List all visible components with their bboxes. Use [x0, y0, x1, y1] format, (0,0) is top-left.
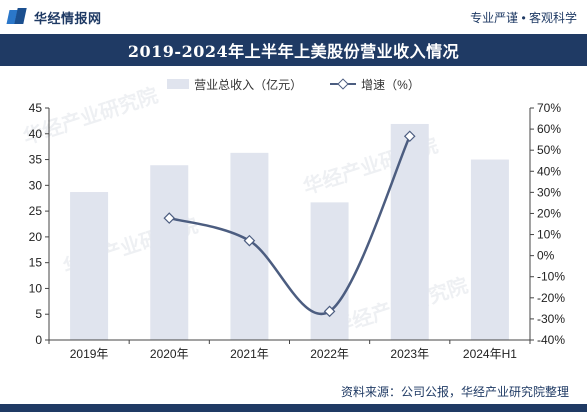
legend-bar-swatch: [167, 79, 190, 89]
brand-logo-icon: [6, 8, 28, 26]
y-right-tick-label: -30%: [537, 312, 565, 326]
y-right-tick-label: -20%: [537, 291, 565, 305]
y-left-tick-label: 5: [35, 307, 42, 321]
legend-item-growth: 增速（%）: [330, 76, 420, 93]
chart-title: 2019-2024年上半年上美股份营业收入情况: [127, 42, 460, 61]
y-left-tick-label: 20: [29, 230, 43, 244]
footer-rule: [0, 404, 587, 412]
y-right-tick-label: -40%: [537, 333, 565, 347]
x-tick-label: 2023年: [390, 347, 429, 361]
growth-point: [403, 130, 416, 143]
y-right-tick-label: 30%: [537, 185, 561, 199]
y-right-tick-label: 70%: [537, 101, 561, 115]
y-right-tick-label: -10%: [537, 270, 565, 284]
growth-point: [243, 234, 256, 247]
source-note: 资料来源：公司公报，华经产业研究院整理: [340, 385, 569, 399]
y-left-tick-label: 25: [29, 204, 43, 218]
y-right-tick-label: 60%: [537, 122, 561, 136]
y-left-tick-label: 40: [29, 127, 43, 141]
bar: [150, 165, 189, 340]
y-left-tick-label: 10: [29, 281, 43, 295]
y-right-tick-label: 20%: [537, 206, 561, 220]
combo-chart: 0 5 10 15 20 25 30 35 40 45 -40% -30% -20% -10% 0% 10% 2…: [29, 101, 566, 361]
x-tick-label: 2021年: [230, 347, 269, 361]
y-left-tick-label: 30: [29, 178, 43, 192]
growth-point: [163, 212, 176, 224]
bar: [310, 202, 349, 340]
y-left-tick-label: 15: [29, 256, 43, 270]
y-right-tick-label: 40%: [537, 164, 561, 178]
y-left-tick-label: 45: [29, 101, 43, 115]
legend-label-revenue: 营业总收入（亿元）: [194, 77, 303, 92]
legend: 营业总收入（亿元） 增速（%）: [0, 76, 587, 92]
y-right-tick-label: 10%: [537, 228, 561, 242]
bar: [390, 123, 429, 340]
x-tick-label: 2024年H1: [463, 347, 517, 361]
growth-point: [323, 305, 336, 318]
bar: [70, 192, 109, 340]
y-right-tick-label: 50%: [537, 143, 561, 157]
x-tick-label: 2022年: [310, 347, 349, 361]
y-right-tick-label: 0%: [537, 249, 555, 263]
title-bar: 2019-2024年上半年上美股份营业收入情况: [0, 34, 587, 66]
legend-line-swatch: [330, 78, 357, 90]
brand-name: 华经情报网: [34, 10, 102, 26]
legend-label-growth: 增速（%）: [361, 77, 420, 92]
y-left-tick-label: 0: [35, 333, 42, 347]
bar: [470, 159, 509, 340]
growth-line: [168, 135, 411, 316]
y-left-tick-label: 35: [29, 153, 43, 167]
x-tick-label: 2019年: [70, 347, 109, 361]
brand: 华经情报网: [6, 8, 102, 27]
x-tick-label: 2020年: [150, 347, 189, 361]
slogan: 专业严谨 • 客观科学: [470, 10, 577, 25]
legend-item-revenue: 营业总收入（亿元）: [167, 76, 302, 93]
top-bar: 华经情报网 专业严谨 • 客观科学: [0, 0, 587, 34]
